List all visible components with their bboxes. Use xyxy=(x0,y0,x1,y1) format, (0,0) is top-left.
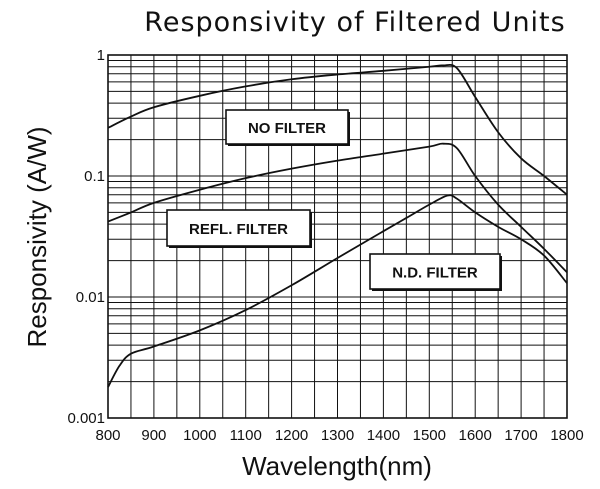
x-tick-label: 1200 xyxy=(275,427,308,444)
series-label-1: NO FILTER xyxy=(225,109,350,146)
x-tick-label: 1100 xyxy=(230,427,262,444)
chart-title: Responsivity of Filtered Units xyxy=(144,7,565,38)
x-tick-label: 1800 xyxy=(550,427,583,444)
plot-frame xyxy=(107,54,568,419)
series-labels: NO FILTER REFL. FILTER N.D. FILTER xyxy=(166,109,502,291)
y-tick-label: 0.1 xyxy=(84,168,105,185)
series-label-3: N.D. FILTER xyxy=(369,253,502,291)
y-tick-label: 0.01 xyxy=(76,289,105,306)
y-tick-label: 1 xyxy=(97,47,105,64)
x-axis-label: Wavelength(nm) xyxy=(242,451,432,481)
series-label-text: REFL. FILTER xyxy=(189,221,288,238)
x-tick-label: 900 xyxy=(141,427,166,444)
series-label-2: REFL. FILTER xyxy=(166,209,312,248)
grid xyxy=(107,54,568,419)
series-line-1 xyxy=(107,63,568,196)
y-tick-label: 0.001 xyxy=(67,410,105,427)
x-tick-label: 800 xyxy=(95,427,120,444)
x-tick-label: 1000 xyxy=(183,427,216,444)
series-label-text: NO FILTER xyxy=(248,120,326,137)
x-tick-label: 1300 xyxy=(321,427,354,444)
x-tick-label: 1400 xyxy=(367,427,400,444)
tick-labels: 800 900 1000 1100 1200 1300 1400 1500 1600 1700 18… xyxy=(67,47,583,444)
series-line-3 xyxy=(107,194,568,388)
x-tick-label: 1700 xyxy=(504,427,537,444)
curves xyxy=(107,63,568,388)
series-label-box xyxy=(166,209,311,247)
series-label-box xyxy=(369,253,501,290)
x-tick-label: 1500 xyxy=(413,427,446,444)
series-label-box xyxy=(225,109,349,145)
x-tick-label: 1600 xyxy=(459,427,492,444)
series-line-2 xyxy=(107,142,568,273)
y-axis-label: Responsivity (A/W) xyxy=(22,126,52,347)
series-label-text: N.D. FILTER xyxy=(392,265,478,282)
